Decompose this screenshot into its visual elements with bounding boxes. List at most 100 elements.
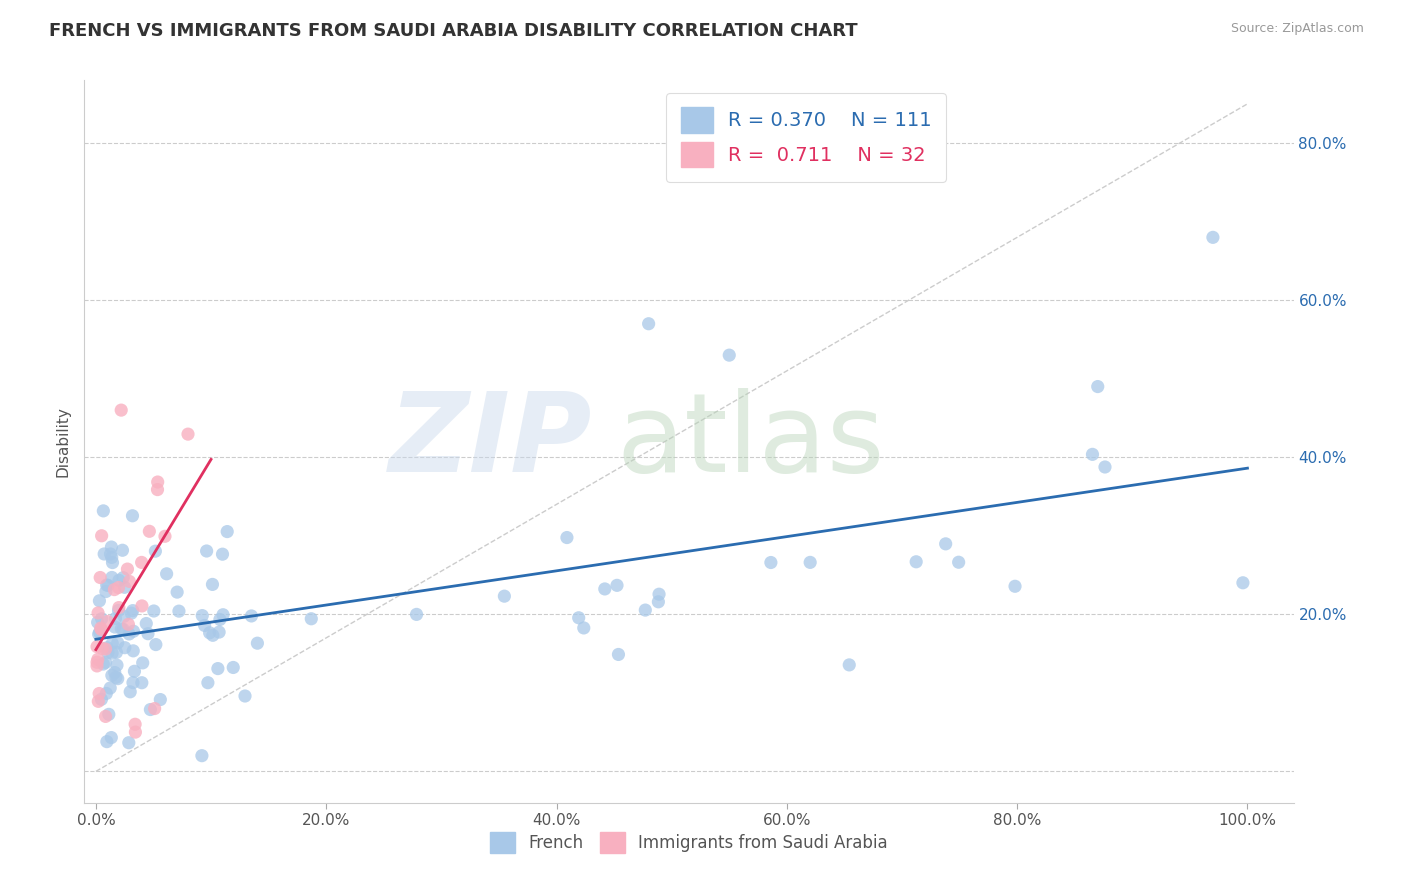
Point <box>118 736 141 750</box>
Point <box>101 668 124 682</box>
Point <box>121 604 143 618</box>
Point <box>108 574 131 588</box>
Point <box>648 587 671 601</box>
Point <box>240 609 263 624</box>
Point <box>201 628 224 642</box>
Point <box>191 748 214 763</box>
Point <box>555 531 578 545</box>
Point <box>108 600 131 615</box>
Point <box>105 645 128 659</box>
Point <box>90 612 112 626</box>
Point <box>838 657 860 672</box>
Point <box>299 612 322 626</box>
Point <box>905 555 928 569</box>
Y-axis label: Disability: Disability <box>55 406 70 477</box>
Point <box>131 675 153 690</box>
Point <box>98 681 121 695</box>
Point <box>112 609 135 624</box>
Point <box>117 562 139 576</box>
Point <box>107 672 129 686</box>
Point <box>104 620 127 634</box>
Point <box>87 694 110 708</box>
Point <box>114 640 136 655</box>
Point <box>647 595 669 609</box>
Point <box>207 662 229 676</box>
Point <box>194 618 217 632</box>
Point <box>96 686 118 700</box>
Point <box>114 580 136 594</box>
Point <box>593 582 616 596</box>
Point <box>195 544 218 558</box>
Point <box>166 585 188 599</box>
Point <box>90 692 112 706</box>
Point <box>104 670 127 684</box>
Point <box>97 645 120 659</box>
Point <box>100 540 122 554</box>
Point <box>799 555 821 569</box>
Point <box>86 655 108 669</box>
Point <box>153 529 176 543</box>
Text: FRENCH VS IMMIGRANTS FROM SAUDI ARABIA DISABILITY CORRELATION CHART: FRENCH VS IMMIGRANTS FROM SAUDI ARABIA D… <box>49 22 858 40</box>
Point <box>212 607 235 622</box>
Point <box>89 594 111 608</box>
Point <box>100 550 122 565</box>
Point <box>637 317 659 331</box>
Point <box>948 555 970 569</box>
Point <box>201 577 224 591</box>
Point <box>117 617 139 632</box>
Point <box>167 604 190 618</box>
Point <box>89 570 111 584</box>
Point <box>96 640 118 655</box>
Text: atlas: atlas <box>616 388 884 495</box>
Point <box>1202 230 1225 244</box>
Point <box>405 607 427 622</box>
Legend: French, Immigrants from Saudi Arabia: French, Immigrants from Saudi Arabia <box>484 826 894 860</box>
Point <box>87 606 110 620</box>
Point <box>87 627 110 641</box>
Point <box>101 646 124 660</box>
Point <box>90 621 112 635</box>
Point <box>120 606 142 620</box>
Point <box>96 615 118 629</box>
Point <box>86 640 108 654</box>
Point <box>89 625 111 640</box>
Point <box>96 734 118 748</box>
Point <box>124 665 146 679</box>
Point <box>107 581 129 595</box>
Point <box>1004 579 1026 593</box>
Point <box>149 692 172 706</box>
Point <box>118 574 141 589</box>
Point <box>104 665 127 680</box>
Point <box>145 544 167 558</box>
Point <box>89 686 111 700</box>
Point <box>103 582 125 597</box>
Point <box>110 403 132 417</box>
Point <box>246 636 269 650</box>
Point <box>100 731 122 745</box>
Point <box>121 508 143 523</box>
Point <box>1094 460 1116 475</box>
Point <box>100 547 122 561</box>
Point <box>101 636 124 650</box>
Point <box>1232 575 1254 590</box>
Point <box>118 627 141 641</box>
Point <box>197 675 219 690</box>
Point <box>139 702 162 716</box>
Point <box>111 543 134 558</box>
Point <box>101 570 124 584</box>
Point <box>93 547 115 561</box>
Text: Source: ZipAtlas.com: Source: ZipAtlas.com <box>1230 22 1364 36</box>
Point <box>96 578 118 592</box>
Point <box>146 475 169 489</box>
Point <box>217 524 239 539</box>
Point <box>101 556 124 570</box>
Point <box>86 659 108 673</box>
Point <box>87 652 110 666</box>
Point <box>104 611 127 625</box>
Point <box>142 604 165 618</box>
Point <box>94 656 117 670</box>
Point <box>1087 379 1109 393</box>
Point <box>124 717 146 731</box>
Point <box>135 616 157 631</box>
Point <box>131 599 153 613</box>
